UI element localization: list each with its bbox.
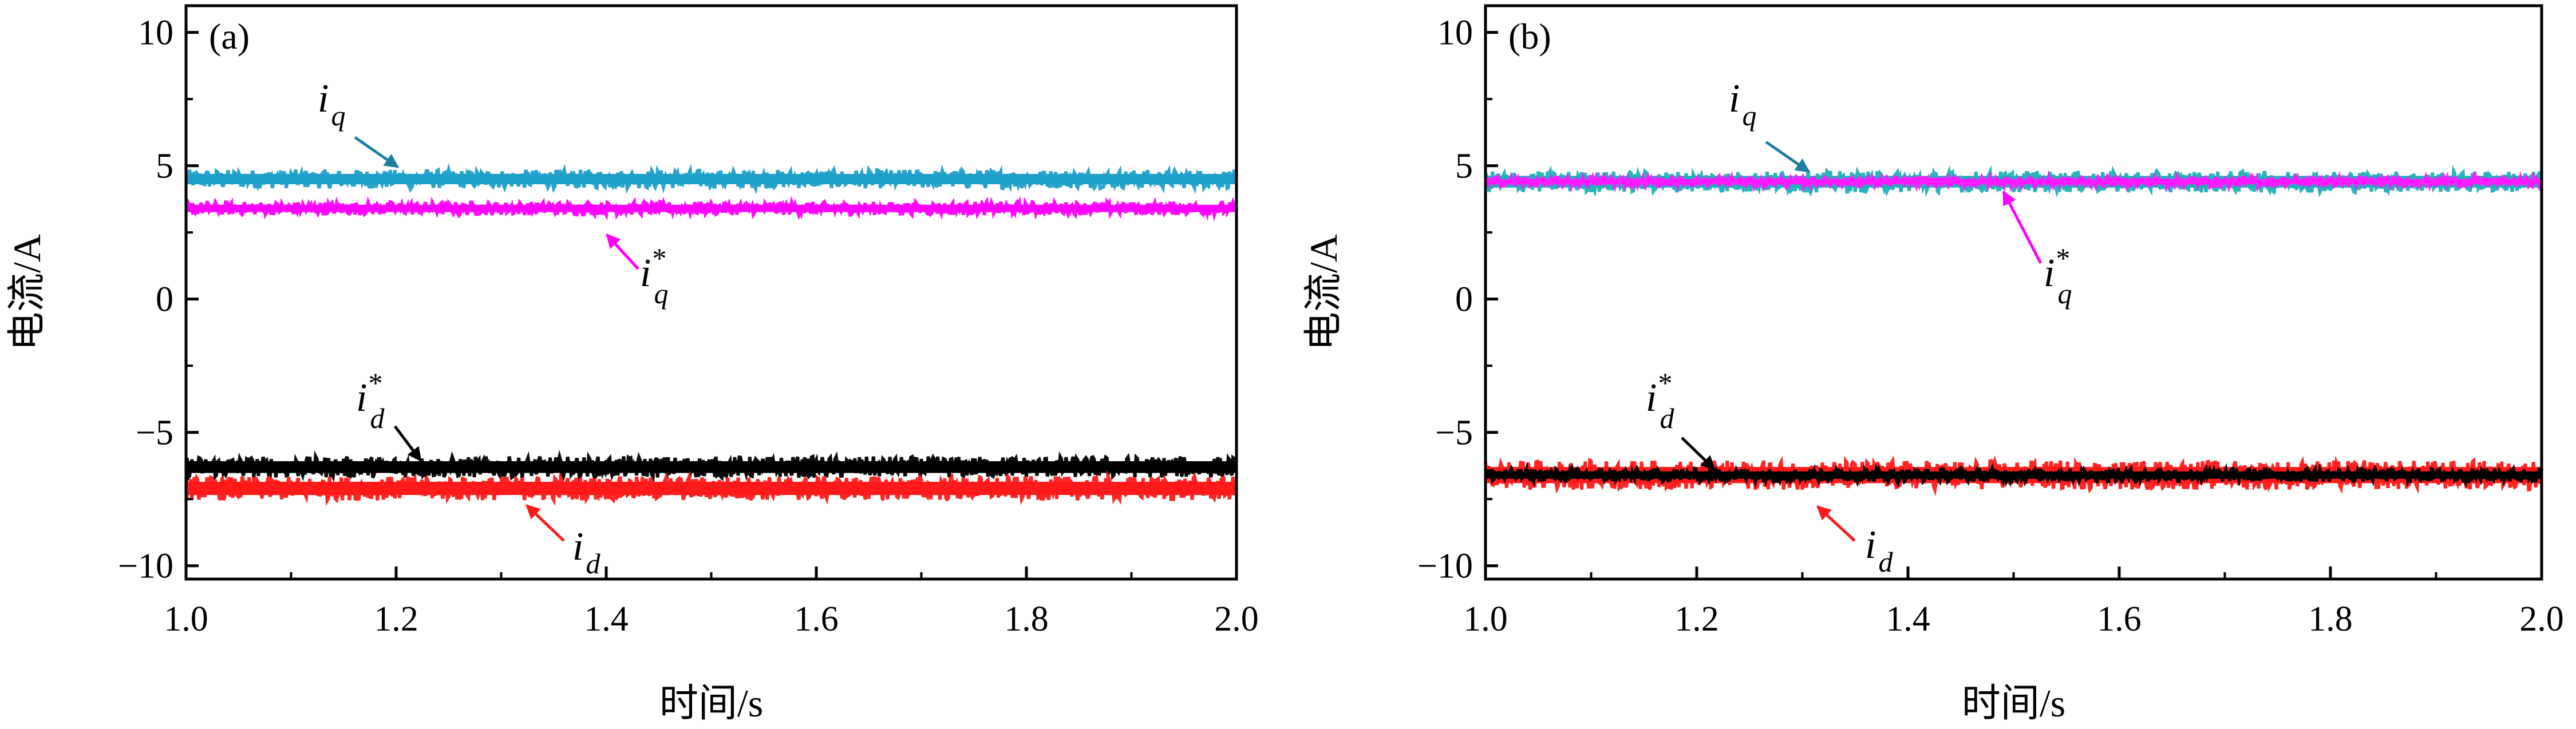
panel-label: (a) [209, 16, 250, 57]
y-axis-title: 电流/A [1302, 234, 1345, 351]
annotation-label-id: id [572, 525, 600, 580]
series-band-iq-ref [186, 204, 1236, 212]
x-tick-label: 1.0 [164, 600, 208, 639]
series-band-iq [186, 173, 1236, 184]
annotation-label-iq: iq [318, 77, 345, 132]
panel-a: 10 5 0 −5 −10 1.0 1.2 1.4 1.6 1.8 2.0 时间/s 电流/A (a) iq… [5, 4, 1259, 725]
annotation-label-id-ref: i* d [1646, 367, 1674, 434]
x-tick-label: 1.4 [584, 600, 629, 639]
annotation-label-id-ref: i* d [356, 367, 385, 434]
x-tick-label: 2.0 [1214, 600, 1259, 639]
annotation-arrow [2002, 190, 2042, 264]
y-tick-label: 5 [1455, 147, 1473, 186]
series-band-id [186, 482, 1236, 496]
plot-frame [1484, 4, 2543, 581]
annotation-arrow [1816, 505, 1856, 542]
y-tick-label: −10 [118, 547, 173, 586]
x-tick-label: 1.0 [1463, 600, 1508, 639]
x-tick-label: 2.0 [2519, 600, 2564, 639]
series-band-iq-ref [1485, 179, 2542, 185]
y-tick-label: 5 [156, 147, 173, 186]
y-tick-label: −10 [1417, 547, 1473, 586]
x-tick-label: 1.8 [2308, 600, 2353, 639]
series-line-id-ref [184, 450, 1238, 484]
series-band-id-ref [186, 461, 1236, 473]
y-tick-label: −5 [136, 414, 173, 453]
annotation-arrow [1765, 140, 1811, 173]
annotation-label-iq-ref: i* q [2044, 242, 2072, 310]
x-tick-label: 1.8 [1004, 600, 1049, 639]
x-tick-label: 1.2 [374, 600, 418, 639]
annotation-arrow [394, 425, 422, 462]
x-tick-label: 1.6 [2097, 600, 2142, 639]
x-axis-title: 时间/s [1962, 682, 2065, 725]
x-axis-title: 时间/s [659, 682, 763, 725]
x-tick-label: 1.4 [1886, 600, 1930, 639]
annotation-arrow [1681, 437, 1716, 470]
x-tick-label: 1.2 [1674, 600, 1719, 639]
panel-label: (b) [1508, 16, 1551, 57]
y-tick-label: 10 [1437, 14, 1473, 53]
panel-b: 10 5 0 −5 −10 1.0 1.2 1.4 1.6 1.8 2.0 时间/s 电流/A (b) iq… [1302, 4, 2564, 725]
annotation-arrow [354, 136, 400, 169]
y-tick-label: 0 [156, 280, 173, 319]
annotation-label-iq: iq [1729, 77, 1756, 132]
annotation-label-id: id [1865, 523, 1893, 578]
y-tick-label: −5 [1435, 414, 1473, 453]
y-tick-label: 0 [1455, 280, 1473, 319]
y-axis-title: 电流/A [5, 234, 49, 351]
series-band-id-ref [1485, 471, 2542, 479]
annotation-arrow [526, 504, 565, 542]
y-tick-label: 10 [138, 14, 173, 53]
annotation-label-iq-ref: i* q [640, 242, 668, 310]
annotation-arrow [606, 233, 639, 270]
x-tick-label: 1.6 [794, 600, 839, 639]
